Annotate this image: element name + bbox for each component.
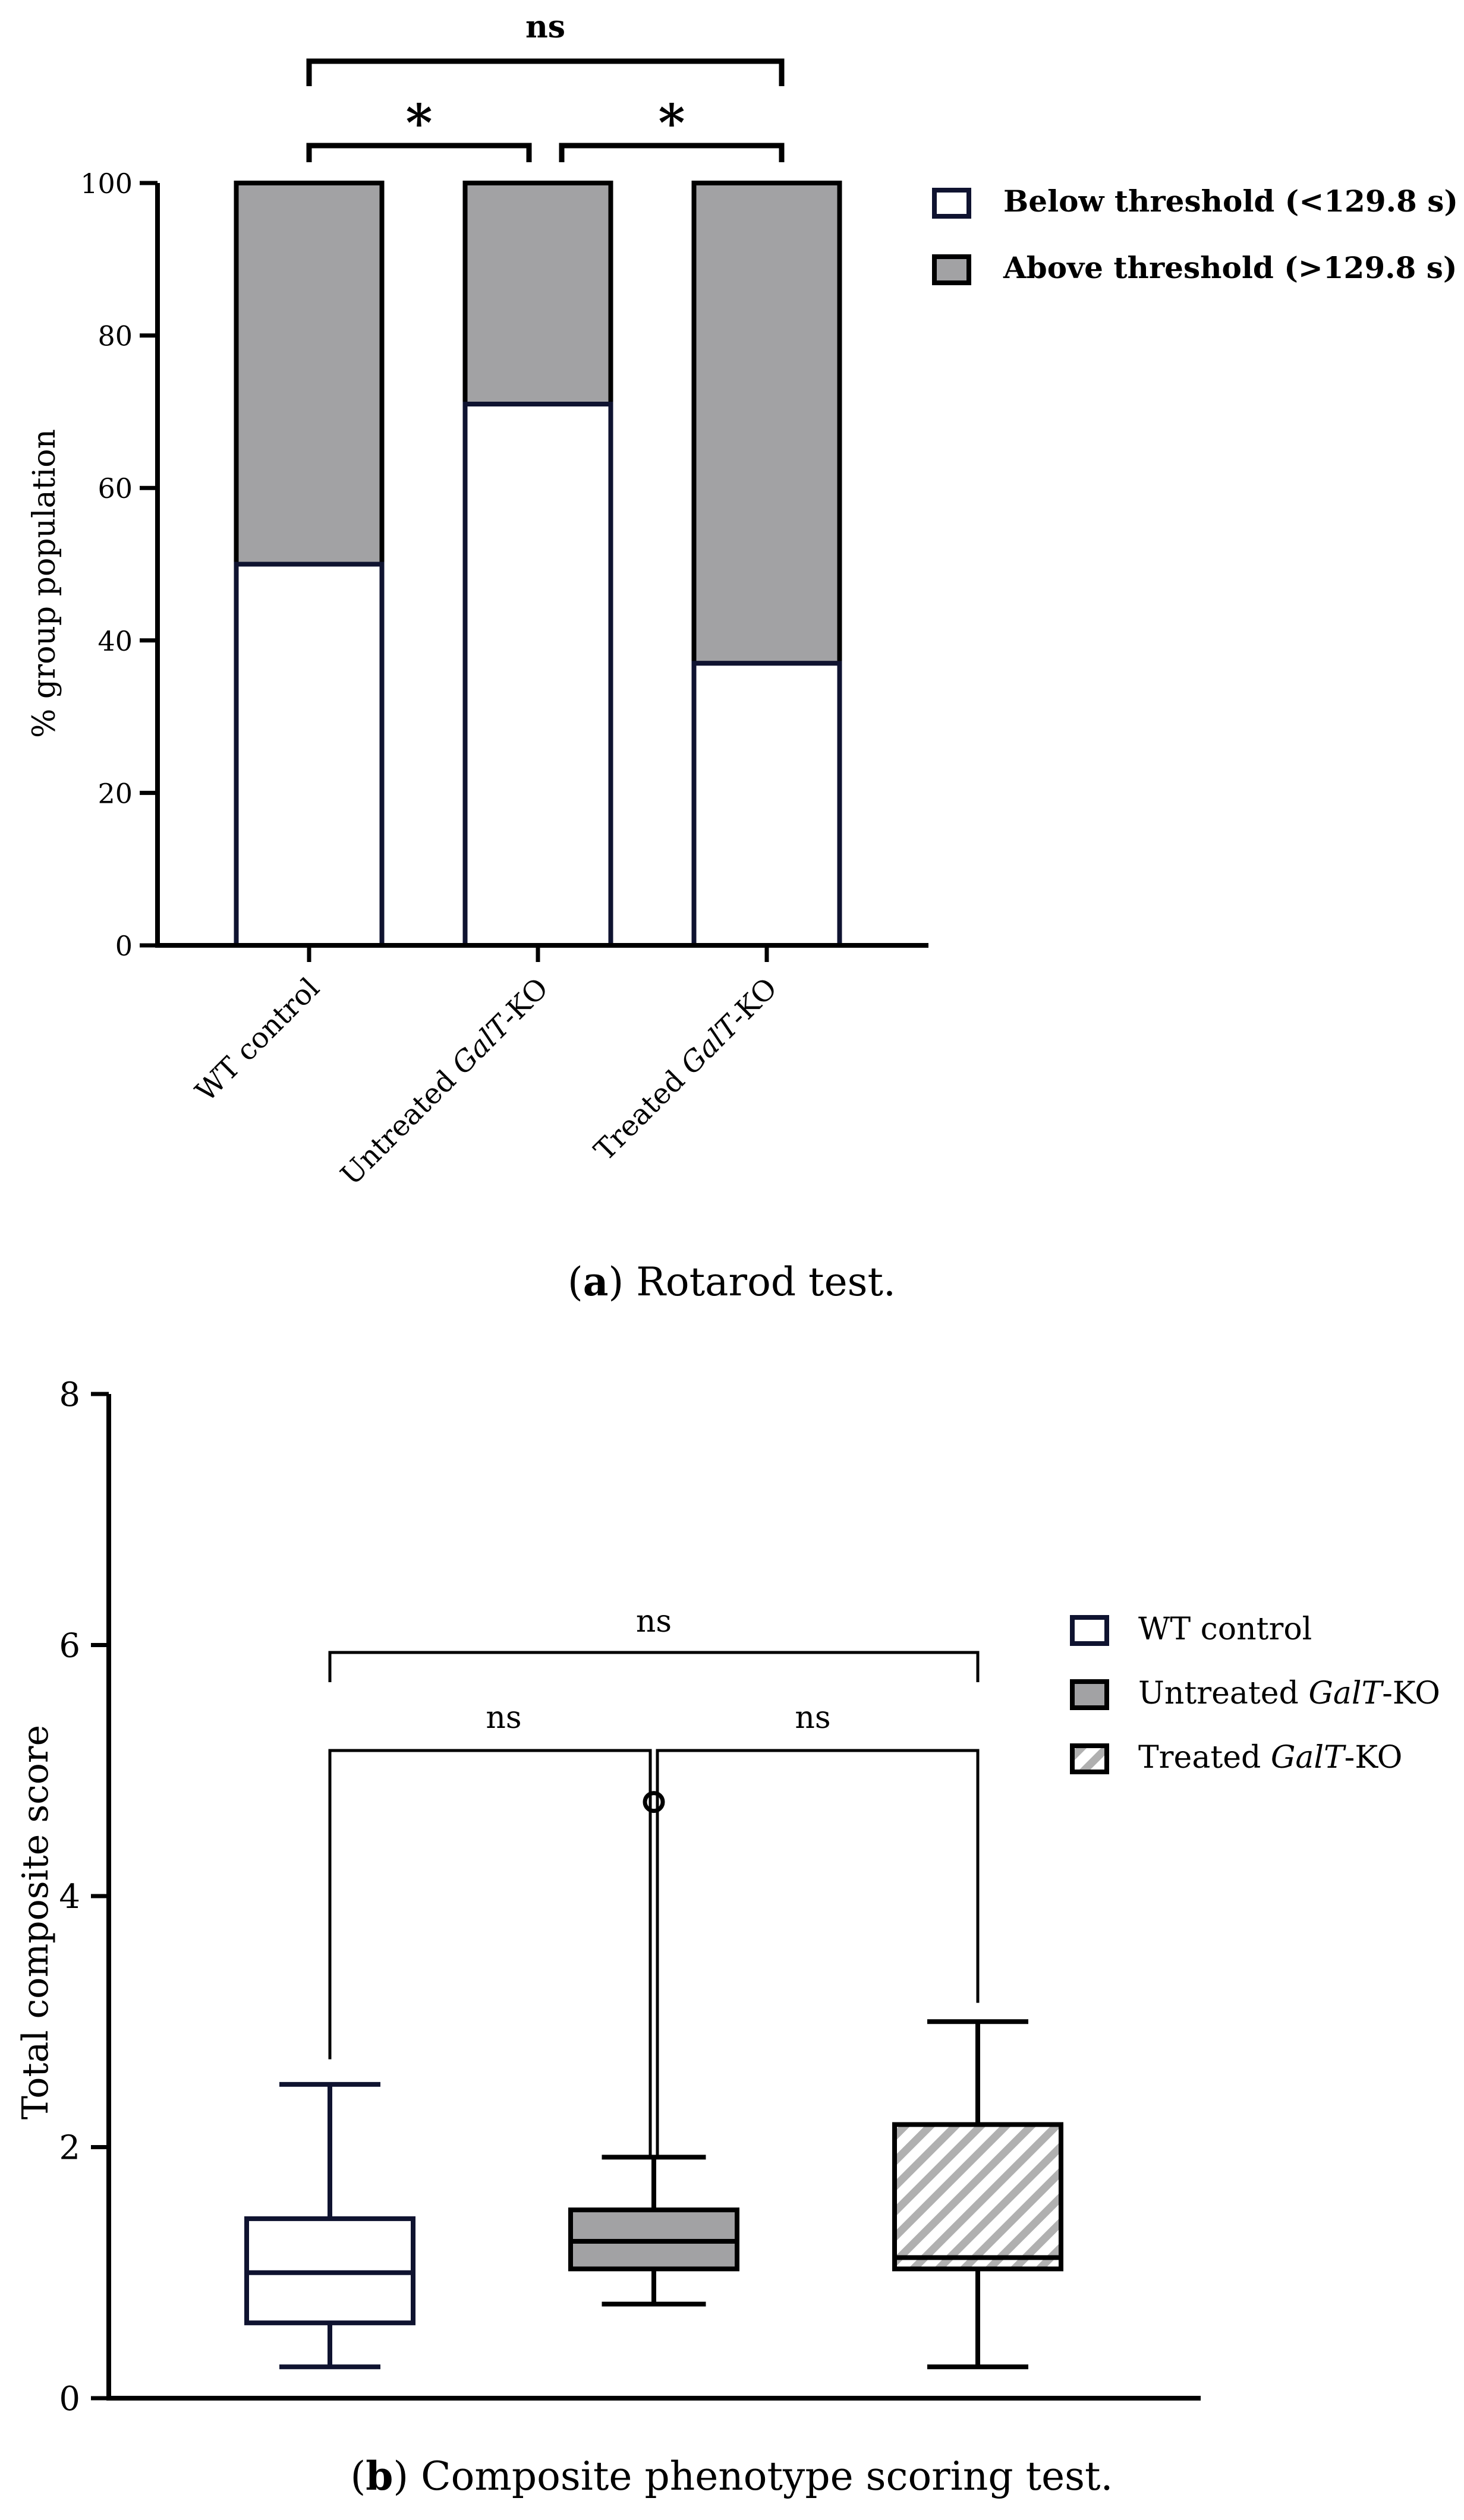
bar-above-threshold [462,181,613,407]
y-tick-label: 0 [59,2380,80,2418]
y-tick-label: 20 [97,777,133,809]
panel-label-a: a [583,1259,609,1305]
significance-label: * [406,93,433,153]
outlier-point [643,1791,665,1813]
rotarod-chart: * * ns 0 20 40 60 80 100 % group population WT … [27,9,1458,1305]
significance-brackets: * * ns [306,9,785,162]
bars [234,181,842,948]
significance-brackets: ns ns ns [328,1604,980,2158]
legend-label: Untreated GalT-KO [1138,1676,1440,1711]
panel-label-b: b [366,2453,393,2499]
legend-label-pre: Untreated [1138,1676,1308,1711]
x-tick-label: Treated GalT-KO [588,972,784,1168]
bracket [656,1749,980,2158]
significance-label: ns [525,9,565,45]
legend-label: WT control [1138,1611,1312,1647]
significance-label: ns [486,1700,521,1736]
legend-swatch-below [932,188,971,219]
legend-swatch [1070,1743,1109,1774]
boxes [244,1791,1063,2370]
x-tick-label-pre: Untreated [334,1057,468,1191]
bar-below-threshold [462,402,613,948]
bar-above-threshold [234,181,385,567]
bracket [306,143,532,162]
bracket [328,1651,980,1682]
y-tick-label: 40 [97,625,133,657]
caption-b: (b) Composite phenotype scoring test. [350,2453,1113,2499]
significance-label: * [659,93,685,153]
bar-below-threshold [234,562,385,948]
legend-label: Above threshold (>129.8 s) [1003,250,1457,285]
y-tick-label: 2 [59,2129,80,2168]
legend-swatch [1070,1679,1109,1710]
legend-label-italic: GalT [1271,1740,1346,1775]
x-tick-label: WT control [189,972,326,1108]
bar-above-threshold [691,181,842,666]
significance-label: ns [636,1604,672,1639]
bracket [559,143,785,162]
significance-label: ns [795,1700,830,1736]
legend-label-pre: Treated [1138,1740,1271,1775]
axes: 0 20 40 60 80 100 [80,168,928,962]
legend-label-pre: WT control [1138,1611,1312,1647]
legend-swatch [1070,1615,1109,1646]
y-tick-label: 60 [97,472,133,504]
box [892,2122,1063,2272]
legend-label-post: -KO [1345,1740,1403,1775]
x-tick-label-pre: WT control [189,972,326,1108]
bracket [328,1749,652,2158]
caption-a-text: Rotarod test. [636,1259,896,1305]
y-tick-label: 8 [59,1376,80,1414]
x-tick-label: Untreated GalT-KO [334,972,555,1192]
y-tick-label: 80 [97,320,133,352]
y-tick-label: 0 [115,930,133,962]
caption-b-text: Composite phenotype scoring test. [421,2453,1113,2499]
bar-below-threshold [691,661,842,948]
x-tick-label-pre: Treated [588,1057,698,1167]
y-axis-label: Total composite score [15,1725,56,2120]
legend-swatch-above [932,254,971,285]
bracket [306,58,785,86]
y-axis-label: % group population [27,429,62,738]
caption-a: (a) Rotarod test. [568,1259,896,1305]
axes: 0 2 4 6 8 [59,1376,1201,2418]
y-tick-label: 100 [80,168,133,200]
composite-score-chart: ns ns ns 0 2 4 6 8 Total composite score WT co… [15,1376,1440,2499]
legend: Below threshold (<129.8 s) Above threshol… [932,184,1458,285]
legend-label-italic: GalT [1308,1676,1384,1711]
legend-label: Below threshold (<129.8 s) [1003,184,1458,219]
legend-label-post: -KO [1382,1676,1440,1711]
y-tick-label: 6 [59,1627,80,1666]
y-tick-label: 4 [59,1878,80,1916]
legend-label: Treated GalT-KO [1138,1740,1402,1775]
